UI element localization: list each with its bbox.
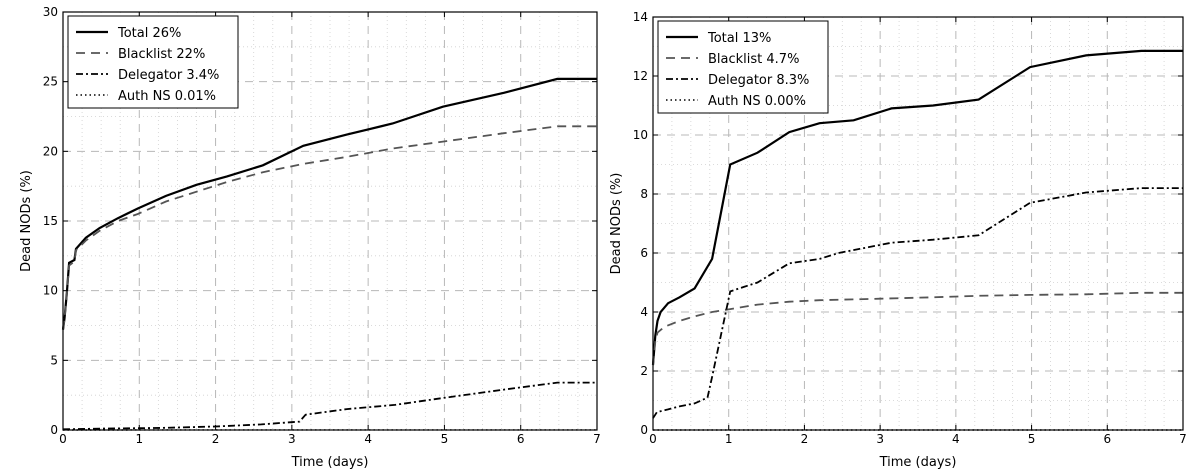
- x-tick-label: 5: [441, 432, 449, 446]
- x-tick-label: 5: [1028, 432, 1036, 446]
- legend-label-2: Delegator 3.4%: [118, 68, 219, 83]
- plot-frame: [652, 16, 1184, 431]
- series-line-1: [652, 291, 1183, 366]
- y-tick-label: 14: [633, 10, 648, 24]
- series-line-1: [62, 125, 597, 330]
- y-tick-label: 10: [633, 128, 648, 142]
- y-axis-label: Dead NODs (%): [609, 173, 624, 275]
- x-axis-label: Time (days): [879, 455, 957, 470]
- legend-label-3: Auth NS 0.00%: [708, 94, 806, 109]
- legend-label-0: Total 13%: [707, 31, 771, 46]
- x-tick-label: 6: [517, 432, 525, 446]
- x-tick-label: 4: [364, 432, 372, 446]
- x-tick-label: 4: [952, 432, 960, 446]
- y-tick-label: 5: [50, 353, 58, 367]
- legend-label-1: Blacklist 4.7%: [708, 52, 799, 67]
- legend: Total 13% Blacklist 4.7% Delegator 8.3% Aut…: [657, 20, 829, 114]
- x-tick-label: 0: [59, 432, 67, 446]
- y-tick-label: 20: [43, 144, 58, 158]
- y-tick-label: 25: [43, 75, 58, 89]
- y-tick-label: 6: [640, 246, 648, 260]
- y-axis-label: Dead NODs (%): [19, 170, 34, 272]
- series-line-2: [652, 187, 1183, 419]
- x-tick-label: 3: [288, 432, 296, 446]
- x-tick-label: 7: [593, 432, 601, 446]
- series-line-0: [651, 49, 1183, 366]
- y-tick-label: 4: [640, 305, 648, 319]
- chart-left: 0 1 2 3 4 5 6 7 0 5 10 15 20 25 30 Time (days) Dead NODs…: [19, 5, 601, 470]
- series-line-0: [61, 77, 597, 330]
- x-tick-label: 1: [135, 432, 143, 446]
- y-tick-label: 15: [43, 214, 58, 228]
- x-tick-label: 2: [801, 432, 809, 446]
- legend: Total 26% Blacklist 22% Delegator 3.4% Auth…: [67, 15, 239, 109]
- legend-label-0: Total 26%: [117, 26, 181, 41]
- y-tick-label: 0: [50, 423, 58, 437]
- x-tick-label: 7: [1179, 432, 1187, 446]
- legend-label-3: Auth NS 0.01%: [118, 89, 216, 104]
- x-tick-label: 3: [876, 432, 884, 446]
- legend-label-1: Blacklist 22%: [118, 47, 205, 62]
- y-tick-label: 30: [43, 5, 58, 19]
- y-tick-label: 12: [633, 69, 648, 83]
- x-tick-label: 2: [212, 432, 220, 446]
- x-tick-label: 1: [725, 432, 733, 446]
- x-tick-label: 0: [649, 432, 657, 446]
- series-line-2: [62, 381, 597, 431]
- y-tick-label: 2: [640, 364, 648, 378]
- x-tick-label: 6: [1103, 432, 1111, 446]
- y-tick-label: 0: [640, 423, 648, 437]
- x-axis-label: Time (days): [291, 455, 369, 470]
- y-tick-label: 10: [43, 284, 58, 298]
- y-tick-label: 8: [640, 187, 648, 201]
- legend-label-2: Delegator 8.3%: [708, 73, 809, 88]
